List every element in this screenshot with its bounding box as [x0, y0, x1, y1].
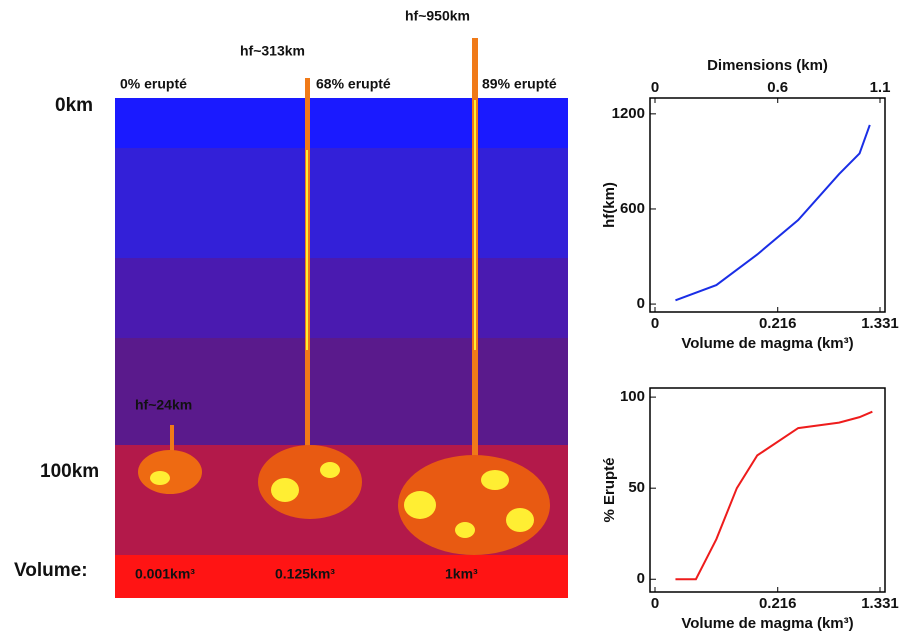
x-tick-label: 0.216 [759, 595, 797, 612]
x2-axis-title: Dimensions (km) [707, 57, 828, 74]
height-label: hf~313km [240, 43, 305, 59]
conduit [170, 425, 174, 465]
x2-tick-label: 1.1 [870, 79, 891, 96]
y-tick-label: 0 [637, 295, 645, 312]
magma-patch [320, 462, 340, 478]
erupted-label: 89% erupté [482, 76, 557, 92]
y-tick-label: 50 [628, 479, 645, 496]
plot-frame [649, 387, 886, 593]
data-line [675, 124, 871, 302]
magma-patch [506, 508, 534, 532]
y-tick-label: 600 [620, 200, 645, 217]
conduit-core [306, 150, 308, 350]
conduit-core [474, 100, 476, 350]
y-tick-label: 100 [620, 388, 645, 405]
plot-frame [649, 97, 886, 313]
x-tick-label: 0 [651, 595, 659, 612]
x-tick-label: 0.216 [759, 315, 797, 332]
depth-label: 0km [55, 95, 93, 116]
layer [115, 148, 568, 258]
volume-label: Volume: [14, 560, 88, 581]
magma-chamber [398, 455, 550, 555]
height-label: hf~24km [135, 397, 192, 413]
y-tick-label: 1200 [612, 105, 645, 122]
volume-value: 0.125km³ [275, 566, 335, 582]
layer [115, 258, 568, 338]
magma-patch [455, 522, 475, 538]
magma-patch [271, 478, 299, 502]
magma-bodies [138, 38, 550, 555]
magma-chamber [138, 450, 202, 494]
x2-tick-label: 0 [651, 79, 659, 96]
magma-patch [481, 470, 509, 490]
x-axis-title: Volume de magma (km³) [681, 615, 853, 632]
magma-chamber [258, 445, 362, 519]
y-axis-title: hf(km) [601, 182, 618, 228]
height-label: hf~950km [405, 8, 470, 24]
layer [115, 555, 568, 598]
volume-value: 1km³ [445, 566, 478, 582]
x-axis-title: Volume de magma (km³) [681, 335, 853, 352]
x-tick-label: 1.331 [861, 595, 899, 612]
x2-tick-label: 0.6 [767, 79, 788, 96]
erupted-label: 0% erupté [120, 76, 187, 92]
layer [115, 338, 568, 445]
y-tick-label: 0 [637, 570, 645, 587]
x-tick-label: 0 [651, 315, 659, 332]
volume-value: 0.001km³ [135, 566, 195, 582]
magma-patch [404, 491, 436, 519]
layer [115, 98, 568, 148]
erupted-label: 68% erupté [316, 76, 391, 92]
magma-patch [150, 471, 170, 485]
x-tick-label: 1.331 [861, 315, 899, 332]
data-line [675, 410, 873, 581]
y-axis-title: % Erupté [601, 457, 618, 522]
depth-label: 100km [40, 461, 99, 482]
